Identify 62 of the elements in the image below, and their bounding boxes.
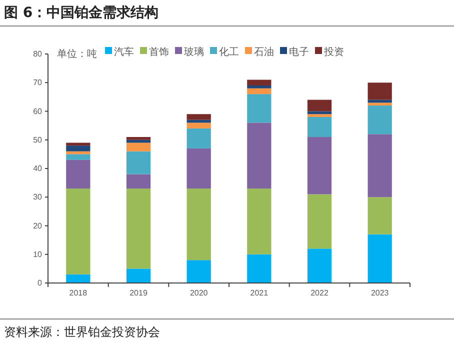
bar [247, 188, 272, 254]
y-tick-label: 80 [33, 50, 43, 59]
bar [307, 116, 332, 138]
bar [66, 274, 90, 283]
bar [186, 148, 211, 189]
bar [247, 254, 272, 283]
bar [126, 142, 151, 152]
bar [307, 194, 332, 249]
x-tick-label: 2019 [130, 288, 148, 298]
legend-label: 电子 [289, 46, 309, 58]
legend-label: 投资 [323, 46, 344, 58]
bar [186, 260, 211, 283]
y-tick-label: 30 [33, 192, 43, 202]
bar [66, 142, 90, 146]
bar [368, 102, 392, 106]
bar [126, 137, 151, 140]
bar [247, 85, 272, 88]
text: 资料来源：世界铂金投资协会 [4, 325, 160, 339]
y-tick-label: 20 [33, 221, 43, 230]
bar [368, 134, 392, 198]
bar [126, 174, 151, 189]
bar [368, 82, 392, 100]
y-tick-label: 40 [33, 164, 43, 174]
bar [307, 114, 332, 117]
x-tick-label: 2020 [190, 288, 208, 298]
annotation: 单位：吨 [57, 48, 97, 60]
legend-label: 玻璃 [184, 46, 204, 58]
bar [126, 188, 151, 269]
y-tick-label: 60 [33, 106, 43, 116]
bar [66, 146, 90, 152]
bar [368, 106, 392, 134]
y-tick-label: 10 [33, 250, 43, 259]
x-tick-label: 2018 [69, 288, 88, 298]
bar [247, 122, 272, 189]
bar [247, 80, 272, 86]
legend-label: 汽车 [114, 46, 134, 58]
bar [186, 122, 211, 128]
bar [247, 94, 272, 123]
y-tick-label: 50 [33, 135, 43, 144]
bar [307, 248, 332, 283]
bar [186, 188, 211, 260]
bar [66, 188, 90, 274]
bar [307, 100, 332, 112]
bar [368, 234, 392, 283]
bar [66, 160, 90, 189]
bar [66, 154, 90, 160]
bar [186, 128, 211, 148]
legend-label: 石油 [254, 46, 274, 58]
legend-label: 首饰 [149, 46, 169, 58]
x-tick-label: 2023 [370, 288, 390, 298]
bar [126, 151, 151, 174]
x-tick-label: 2021 [250, 288, 269, 298]
bar [368, 197, 392, 234]
y-tick-label: 0 [38, 278, 43, 288]
bar [186, 114, 211, 120]
chart-title: 图 6：中国铂金需求结构 [4, 5, 159, 21]
legend-label: 化工 [219, 46, 239, 58]
bar [307, 137, 332, 194]
x-tick-label: 2022 [310, 288, 329, 298]
bar [247, 88, 272, 94]
bar [126, 268, 151, 283]
y-tick-label: 70 [33, 78, 43, 88]
